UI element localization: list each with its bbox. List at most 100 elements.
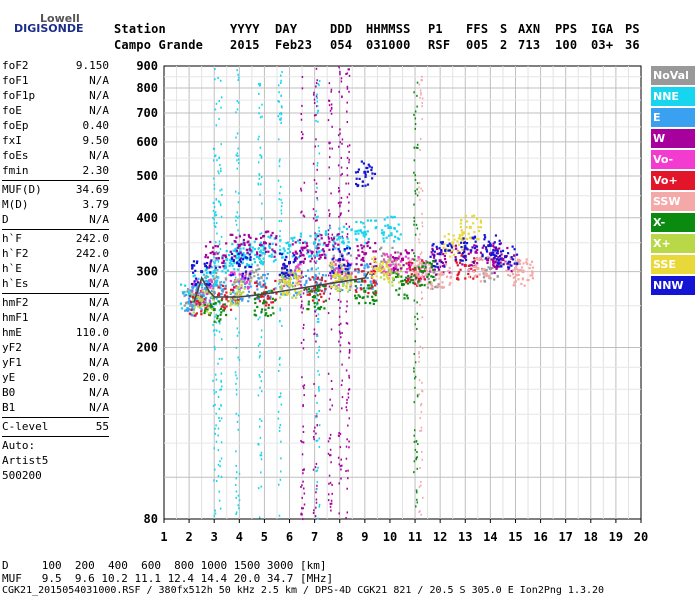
data-point bbox=[194, 285, 198, 288]
data-point bbox=[393, 257, 396, 260]
noise-dot bbox=[347, 424, 349, 427]
noise-dot bbox=[280, 117, 282, 120]
data-point bbox=[341, 254, 344, 257]
data-point bbox=[491, 251, 494, 254]
noise-dot bbox=[217, 434, 219, 437]
data-point bbox=[385, 236, 388, 239]
data-point bbox=[309, 278, 312, 281]
data-point bbox=[338, 258, 342, 262]
parameter-name: foF1p bbox=[2, 89, 36, 102]
noise-dot bbox=[220, 380, 223, 383]
parameter-name: h`F2 bbox=[2, 247, 29, 260]
data-point bbox=[233, 286, 236, 289]
data-point bbox=[295, 257, 298, 260]
data-point bbox=[271, 306, 274, 309]
data-point bbox=[450, 271, 453, 275]
data-point bbox=[261, 285, 264, 288]
data-point bbox=[380, 232, 384, 235]
data-point bbox=[414, 278, 417, 281]
noise-dot bbox=[281, 324, 283, 327]
data-point bbox=[370, 270, 373, 273]
data-point bbox=[245, 280, 249, 284]
noise-dot bbox=[260, 155, 263, 158]
data-point bbox=[444, 252, 447, 255]
data-point bbox=[208, 279, 211, 282]
data-point bbox=[531, 277, 534, 280]
noise-dot bbox=[420, 78, 423, 81]
noise-dot bbox=[338, 189, 341, 192]
data-point bbox=[251, 246, 254, 249]
data-point bbox=[253, 291, 256, 294]
noise-dot bbox=[313, 91, 315, 94]
noise-streak bbox=[418, 75, 424, 516]
data-point bbox=[373, 256, 376, 259]
noise-dot bbox=[416, 301, 418, 304]
data-point bbox=[204, 277, 207, 280]
data-point bbox=[456, 240, 459, 243]
data-point bbox=[509, 256, 512, 259]
data-point bbox=[299, 263, 302, 266]
noise-dot bbox=[220, 338, 223, 341]
data-point bbox=[208, 284, 212, 287]
noise-dot bbox=[314, 426, 316, 429]
noise-dot bbox=[216, 232, 218, 235]
data-point bbox=[437, 283, 440, 286]
legend-item-nnw: NNW bbox=[651, 276, 695, 295]
data-point bbox=[332, 245, 335, 248]
data-point bbox=[332, 264, 336, 267]
data-point bbox=[362, 162, 365, 165]
data-point bbox=[267, 230, 270, 233]
noise-dot bbox=[214, 468, 216, 471]
noise-dot bbox=[221, 188, 223, 191]
noise-dot bbox=[419, 466, 421, 469]
noise-dot bbox=[261, 370, 263, 373]
data-point bbox=[455, 247, 458, 250]
data-point bbox=[231, 288, 235, 291]
parameter-value: 0.40 bbox=[82, 119, 110, 132]
noise-dot bbox=[315, 219, 317, 222]
data-point bbox=[247, 234, 250, 237]
data-point bbox=[531, 271, 534, 275]
data-point bbox=[209, 286, 212, 289]
data-point bbox=[329, 265, 333, 268]
data-point bbox=[438, 277, 441, 280]
data-point bbox=[310, 252, 314, 255]
data-point bbox=[373, 292, 376, 295]
noise-dot bbox=[312, 162, 315, 165]
data-point bbox=[286, 273, 289, 276]
data-point bbox=[328, 264, 331, 267]
data-point bbox=[487, 244, 490, 248]
data-point bbox=[341, 237, 344, 240]
data-point bbox=[307, 307, 310, 311]
data-point bbox=[230, 263, 233, 266]
data-point bbox=[472, 260, 475, 264]
data-point bbox=[488, 252, 492, 256]
noise-dot bbox=[345, 406, 348, 409]
data-point bbox=[489, 242, 492, 245]
noise-dot bbox=[329, 433, 332, 436]
data-point bbox=[242, 291, 245, 294]
data-point bbox=[248, 235, 251, 238]
data-point bbox=[208, 312, 211, 315]
data-point bbox=[375, 282, 378, 286]
data-point bbox=[313, 254, 316, 257]
data-point bbox=[346, 276, 349, 279]
noise-dot bbox=[257, 161, 260, 164]
panel-separator bbox=[2, 229, 109, 230]
noise-dot bbox=[313, 98, 316, 101]
data-point bbox=[200, 270, 204, 274]
parameter-name: yF1 bbox=[2, 356, 22, 369]
data-point bbox=[190, 292, 193, 296]
data-point bbox=[212, 288, 215, 292]
noise-dot bbox=[302, 262, 305, 265]
parameter-value: N/A bbox=[89, 296, 109, 309]
data-point bbox=[420, 261, 423, 264]
noise-dot bbox=[218, 330, 221, 333]
noise-dot bbox=[331, 233, 334, 236]
noise-dot bbox=[301, 136, 304, 139]
noise-dot bbox=[300, 341, 303, 344]
data-point bbox=[381, 264, 384, 267]
data-point bbox=[367, 291, 370, 295]
data-point bbox=[204, 296, 208, 300]
data-point bbox=[223, 281, 226, 284]
